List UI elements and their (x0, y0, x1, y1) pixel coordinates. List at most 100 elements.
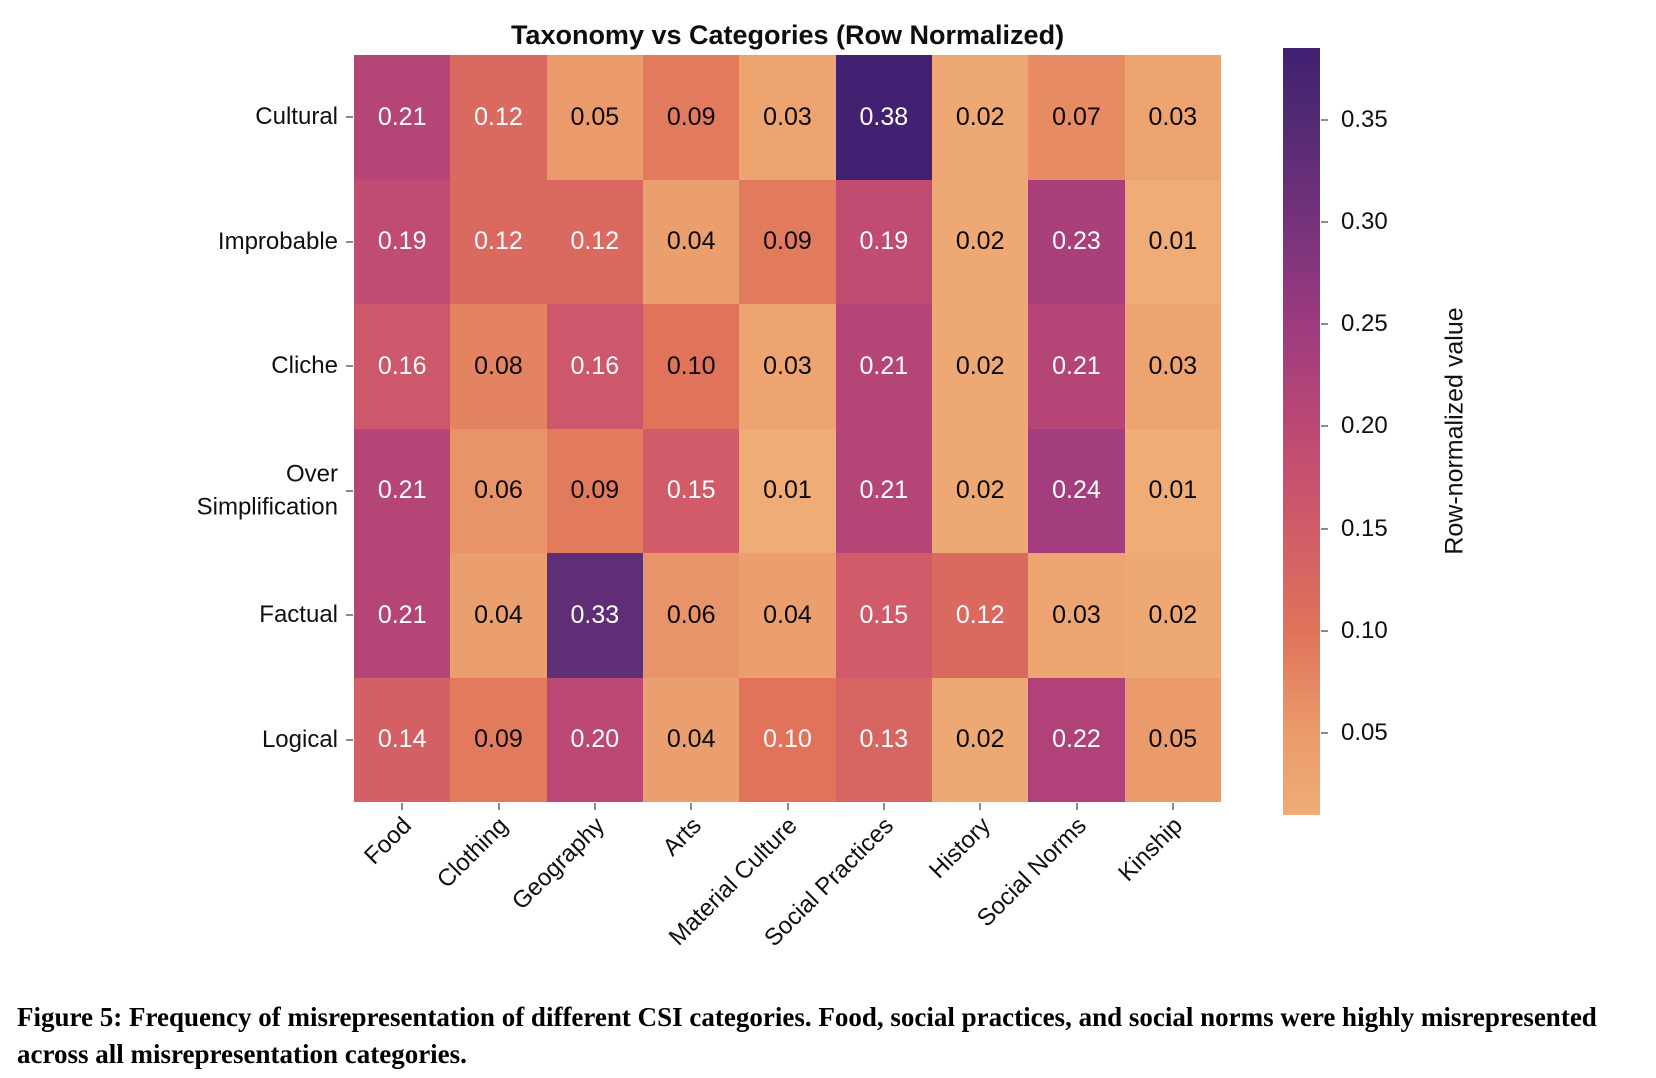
heatmap-cell: 0.12 (450, 179, 547, 304)
row-label: Improbable (217, 227, 338, 255)
heatmap-cell: 0.03 (1028, 553, 1125, 678)
colorbar-tick (1321, 629, 1328, 632)
heatmap-cell: 0.05 (1124, 677, 1221, 802)
column-label: Arts (657, 812, 707, 862)
heatmap-cell: 0.38 (835, 55, 932, 180)
heatmap-cell: 0.16 (354, 304, 451, 429)
heatmap-cell: 0.20 (546, 677, 643, 802)
heatmap-cell: 0.01 (739, 428, 836, 553)
colorbar-tick (1321, 732, 1328, 735)
x-axis-tick (593, 803, 596, 810)
heatmap-cell: 0.05 (546, 55, 643, 180)
heatmap-cell: 0.04 (739, 553, 836, 678)
colorbar-tick-label: 0.30 (1341, 207, 1388, 235)
heatmap-cell: 0.02 (1124, 553, 1221, 678)
heatmap-cell: 0.14 (354, 677, 451, 802)
column-label: Geography (506, 812, 611, 916)
heatmap-cell: 0.01 (1124, 179, 1221, 304)
colorbar-tick (1321, 425, 1328, 428)
x-axis-tick (401, 803, 404, 810)
heatmap-cell: 0.06 (450, 428, 547, 553)
heatmap-cell: 0.13 (835, 677, 932, 802)
heatmap-cell: 0.07 (1028, 55, 1125, 180)
colorbar-tick (1321, 220, 1328, 223)
heatmap-cell: 0.09 (643, 55, 740, 180)
y-axis-tick (346, 489, 353, 492)
row-label: Cliche (271, 352, 338, 380)
heatmap-cell: 0.15 (643, 428, 740, 553)
x-axis-tick (1171, 803, 1174, 810)
colorbar (1283, 48, 1320, 815)
heatmap-cell: 0.10 (739, 677, 836, 802)
y-axis-tick (346, 614, 353, 617)
row-label: Cultural (255, 103, 338, 131)
heatmap-cell: 0.06 (643, 553, 740, 678)
column-label: History (923, 812, 996, 884)
y-axis-tick (346, 240, 353, 243)
row-label: Over Simplification (196, 460, 338, 521)
colorbar-tick-label: 0.35 (1341, 105, 1388, 133)
heatmap-cell: 0.09 (450, 677, 547, 802)
heatmap-cell: 0.02 (932, 55, 1029, 180)
heatmap-cell: 0.02 (932, 428, 1029, 553)
colorbar-label: Row-normalized value (1440, 307, 1469, 555)
column-label: Clothing (432, 812, 514, 894)
heatmap-cell: 0.33 (546, 553, 643, 678)
heatmap-cell: 0.12 (932, 553, 1029, 678)
heatmap-cell: 0.22 (1028, 677, 1125, 802)
heatmap-cell: 0.21 (835, 304, 932, 429)
heatmap-cell: 0.03 (1124, 304, 1221, 429)
heatmap-cell: 0.09 (546, 428, 643, 553)
row-label: Logical (261, 725, 338, 753)
heatmap-cell: 0.02 (932, 304, 1029, 429)
heatmap-cell: 0.02 (932, 677, 1029, 802)
colorbar-tick (1321, 118, 1328, 121)
heatmap-cell: 0.03 (1124, 55, 1221, 180)
heatmap-cell: 0.19 (354, 179, 451, 304)
heatmap-cell: 0.19 (835, 179, 932, 304)
column-label: Kinship (1113, 812, 1189, 887)
colorbar-tick-label: 0.05 (1341, 719, 1388, 747)
x-axis-tick (786, 803, 789, 810)
y-axis-tick (346, 365, 353, 368)
heatmap-cell: 0.23 (1028, 179, 1125, 304)
heatmap-cell: 0.15 (835, 553, 932, 678)
heatmap-cell: 0.21 (1028, 304, 1125, 429)
heatmap-cell: 0.21 (835, 428, 932, 553)
column-label: Food (359, 812, 418, 870)
heatmap-cell: 0.10 (643, 304, 740, 429)
colorbar-tick (1321, 527, 1328, 530)
colorbar-tick-label: 0.20 (1341, 412, 1388, 440)
heatmap-cell: 0.09 (739, 179, 836, 304)
heatmap-cell: 0.04 (643, 179, 740, 304)
heatmap-cell: 0.03 (739, 55, 836, 180)
heatmap-cell: 0.16 (546, 304, 643, 429)
heatmap-cell: 0.03 (739, 304, 836, 429)
x-axis-tick (690, 803, 693, 810)
colorbar-tick-label: 0.15 (1341, 514, 1388, 542)
heatmap-cell: 0.12 (450, 55, 547, 180)
colorbar-tick-label: 0.25 (1341, 310, 1388, 338)
heatmap-cell: 0.08 (450, 304, 547, 429)
row-label: Factual (259, 601, 338, 629)
heatmap-cell: 0.24 (1028, 428, 1125, 553)
heatmap-grid: 0.21 0.12 0.05 0.09 0.03 0.38 0.02 0.07 0.03 0.19… (354, 55, 1221, 802)
heatmap-cell: 0.04 (450, 553, 547, 678)
heatmap-cell: 0.01 (1124, 428, 1221, 553)
heatmap-cell: 0.04 (643, 677, 740, 802)
y-axis-tick (346, 738, 353, 741)
heatmap-cell: 0.21 (354, 553, 451, 678)
heatmap-cell: 0.02 (932, 179, 1029, 304)
colorbar-tick (1321, 323, 1328, 326)
x-axis-tick (497, 803, 500, 810)
x-axis-tick (1075, 803, 1078, 810)
heatmap-cell: 0.21 (354, 55, 451, 180)
chart-title: Taxonomy vs Categories (Row Normalized) (510, 20, 1065, 50)
heatmap-cell: 0.21 (354, 428, 451, 553)
heatmap-cell: 0.12 (546, 179, 643, 304)
x-axis-tick (882, 803, 885, 810)
figure-caption: Figure 5: Frequency of misrepresentation… (17, 1002, 1597, 1069)
colorbar-tick-label: 0.10 (1341, 616, 1388, 644)
x-axis-tick (979, 803, 982, 810)
